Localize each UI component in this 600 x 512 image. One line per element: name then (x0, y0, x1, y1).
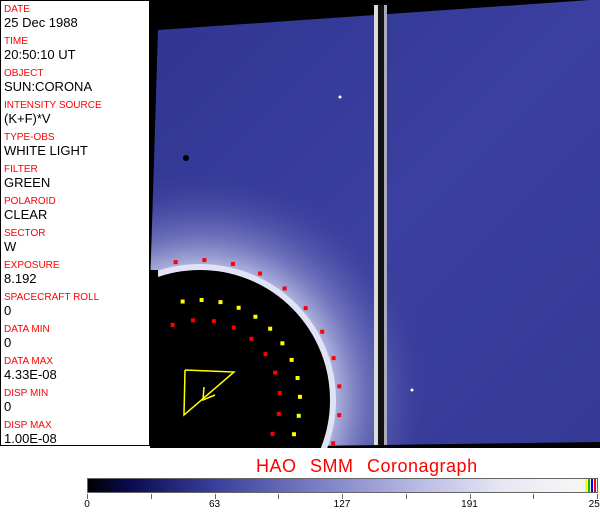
field-value: 8.192 (4, 271, 37, 286)
colorbar-tick-label: 191 (461, 499, 478, 510)
field-label: EXPOSURE (4, 260, 60, 271)
field-value: 4.33E-08 (4, 367, 57, 382)
marker (331, 356, 336, 361)
colorbar-tick-label: 63 (208, 499, 221, 510)
field-value: 0 (4, 399, 12, 414)
chart-title: HAO SMM Coronagraph (256, 456, 478, 476)
marker (303, 306, 308, 311)
field-exposure: EXPOSURE 8.192 (4, 260, 60, 286)
field-type-obs: TYPE-OBS WHITE LIGHT (4, 132, 88, 158)
field-label: DISP MAX (4, 420, 52, 431)
pylon-shadow (378, 5, 384, 445)
field-value: 1.00E-08 (4, 431, 57, 446)
marker (337, 384, 342, 389)
pylon-bright (374, 5, 378, 445)
marker (337, 413, 342, 418)
field-label: SPACECRAFT ROLL (4, 292, 100, 303)
colorbar-tick (405, 494, 407, 499)
marker (173, 260, 178, 265)
marker (199, 298, 204, 303)
field-disp-min: DISP MIN 0 (4, 388, 48, 414)
marker (331, 441, 336, 446)
yellow-outline (183, 369, 236, 417)
marker (320, 329, 325, 334)
field-spacecraft-roll: SPACECRAFT ROLL 0 (4, 292, 99, 318)
marker (236, 305, 241, 310)
colorbar-tick (278, 494, 280, 499)
colorbar-tick (597, 494, 598, 499)
field-disp-max: DISP MAX 1.00E-08 (4, 420, 57, 446)
marker (180, 299, 185, 304)
colorbar-tick (214, 494, 216, 499)
colorbar-tick (533, 494, 535, 499)
colorbar-tick (150, 494, 152, 499)
marker (280, 341, 285, 346)
field-data-max: DATA MAX 4.33E-08 (4, 356, 57, 382)
marker (277, 391, 282, 396)
field-value: GREEN (4, 175, 51, 190)
marker (218, 300, 223, 305)
field-value: CLEAR (4, 207, 48, 222)
field-object: OBJECT SUN:CORONA (4, 68, 92, 94)
colorbar (87, 478, 598, 493)
marker (253, 314, 258, 319)
field-intensity-source: INTENSITY SOURCE (K+F)*V (4, 100, 102, 126)
colorbar-tick (87, 494, 88, 499)
field-label: DATE (4, 4, 30, 15)
grid-markers (170, 258, 342, 446)
marker (270, 431, 275, 436)
field-sector: SECTOR W (4, 228, 46, 254)
marker (297, 394, 302, 399)
field-value: 0 (4, 303, 12, 318)
field-value: W (4, 239, 17, 254)
field-label: DATA MIN (4, 324, 50, 335)
field-label: TYPE-OBS (4, 132, 55, 143)
colorbar-tick-label: 0 (84, 499, 90, 510)
field-value: 0 (4, 335, 12, 350)
field-label: DISP MIN (4, 388, 49, 399)
field-value: SUN:CORONA (4, 79, 93, 94)
field-label: FILTER (4, 164, 38, 175)
field-label: TIME (4, 36, 28, 47)
field-value: 25 Dec 1988 (4, 15, 78, 30)
colorbar-tick (342, 494, 343, 499)
coronagraph-image (150, 0, 600, 448)
field-polaroid: POLAROID CLEAR (4, 196, 56, 222)
occulting-disk (150, 264, 336, 448)
field-label: SECTOR (4, 228, 46, 239)
field-time: TIME 20:50:10 UT (4, 36, 76, 62)
marker (276, 411, 281, 416)
marker (230, 261, 235, 266)
field-label: INTENSITY SOURCE (4, 100, 102, 111)
marker (291, 432, 296, 437)
colorbar-tick (469, 494, 471, 499)
marker (170, 322, 175, 327)
marker (263, 352, 268, 357)
field-value: WHITE LIGHT (4, 143, 88, 158)
marker (191, 318, 196, 323)
field-data-min: DATA MIN 0 (4, 324, 50, 350)
field-label: POLAROID (4, 196, 56, 207)
field-label: DATA MAX (4, 356, 54, 367)
marker (295, 375, 300, 380)
marker (273, 370, 278, 375)
field-filter: FILTER GREEN (4, 164, 50, 190)
marker (282, 286, 287, 291)
marker (268, 326, 273, 331)
header-info-panel: DATE 25 Dec 1988 TIME 20:50:10 UT OBJECT SUN:… (0, 0, 150, 446)
marker (249, 336, 254, 341)
colorbar-tick-label: 127 (333, 499, 351, 510)
marker (296, 413, 301, 418)
marker (231, 325, 236, 330)
field-value: 20:50:10 UT (4, 47, 76, 62)
colorbar-tick-label: 255 (588, 499, 600, 510)
marker (289, 357, 294, 362)
field-value: (K+F)*V (4, 111, 51, 126)
field-date: DATE 25 Dec 1988 (4, 4, 78, 30)
marker (202, 258, 207, 263)
field-label: OBJECT (4, 68, 44, 79)
marker (211, 319, 216, 324)
marker (258, 271, 263, 276)
